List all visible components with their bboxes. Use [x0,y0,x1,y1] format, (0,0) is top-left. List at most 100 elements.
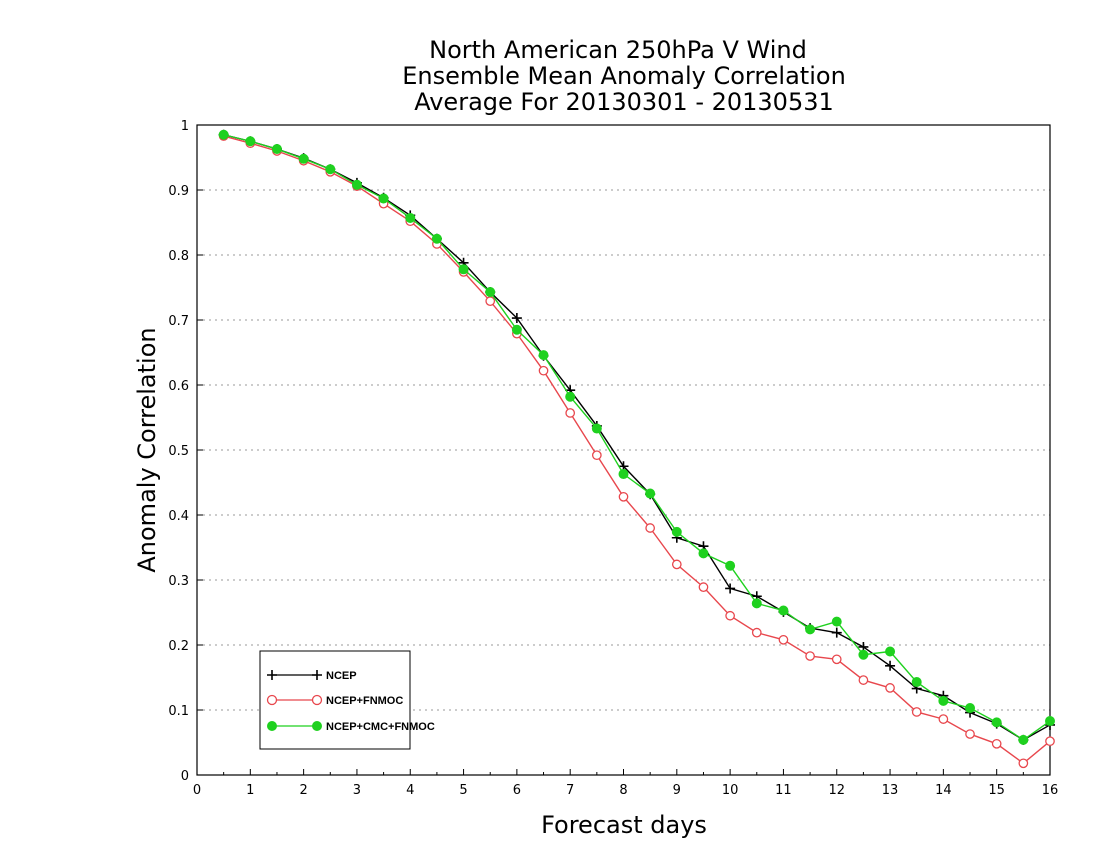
x-tick-label-4: 4 [406,783,414,798]
point-ncep-cmc-fnmoc-29 [991,717,1002,728]
point-ncep-cmc-fnmoc-1 [245,136,256,147]
legend-item-ncep: NCEP [267,670,357,682]
point-ncep-fnmoc-18 [698,582,709,593]
y-tick-label-0: 0 [181,769,189,784]
x-tick-label-16: 16 [1042,783,1059,798]
legend-marker-ncep-left [267,670,277,680]
point-ncep-19 [725,583,736,594]
x-tick-label-5: 5 [459,783,467,798]
point-ncep-cmc-fnmoc-7 [405,212,416,223]
legend-marker-ncep-fnmoc-right [311,694,323,706]
x-tick-label-1: 1 [246,783,254,798]
x-tick-label-6: 6 [513,783,521,798]
y-tick-label-1: 0.1 [168,704,189,719]
point-ncep-cmc-fnmoc-11 [511,324,522,335]
point-ncep-cmc-fnmoc-2 [271,144,282,155]
point-ncep-fnmoc-26 [911,707,922,717]
series-line-ncep [223,134,1051,741]
series-ncep-cmc-fnmoc [218,129,1055,745]
y-axis-label: Anomaly Correlation [133,327,161,572]
point-ncep-fnmoc-20 [751,627,762,638]
x-tick-label-9: 9 [673,783,681,798]
y-tick-label-8: 0.8 [168,249,189,264]
point-ncep-cmc-fnmoc-25 [885,646,896,657]
point-ncep-cmc-fnmoc-8 [431,233,442,244]
legend-marker-ncep-fnmoc-left [266,694,278,706]
point-ncep-cmc-fnmoc-6 [378,193,389,204]
point-ncep-cmc-fnmoc-3 [298,153,309,164]
point-ncep-fnmoc-19 [725,610,735,621]
point-ncep-fnmoc-25 [885,683,895,693]
x-tick-label-15: 15 [988,783,1005,798]
point-ncep-fnmoc-28 [965,729,975,739]
point-ncep-fnmoc-23 [831,654,842,665]
series-line-ncep-cmc-fnmoc [223,134,1051,741]
legend-label-ncep-fnmoc: NCEP+FNMOC [326,695,403,707]
point-ncep-cmc-fnmoc-0 [218,129,229,140]
y-tick-label-10: 1 [181,119,189,134]
legend-label-ncep-cmc-fnmoc: NCEP+CMC+FNMOC [326,721,435,733]
y-tick-label-3: 0.3 [168,574,189,589]
point-ncep-fnmoc-27 [938,714,949,724]
point-ncep-cmc-fnmoc-20 [751,598,762,609]
series-line-ncep-fnmoc [223,135,1051,765]
point-ncep-fnmoc-24 [858,675,869,685]
x-tick-label-12: 12 [828,783,845,798]
x-tick-label-0: 0 [193,783,201,798]
point-ncep-11 [511,313,522,324]
point-ncep-cmc-fnmoc-17 [671,526,682,537]
y-axis: 0 0.1 0.2 0.3 0.4 0.5 0.6 0.7 0.8 0.9 1 [168,119,203,784]
x-axis: 0 1 2 3 4 5 6 7 8 9 10 11 12 13 14 15 16 [193,769,1058,798]
x-tick-label-7: 7 [566,783,574,798]
point-ncep-cmc-fnmoc-19 [725,560,736,571]
point-ncep-cmc-fnmoc-4 [325,164,336,175]
point-ncep-fnmoc-15 [618,491,629,502]
point-ncep-cmc-fnmoc-23 [831,616,842,627]
point-ncep-cmc-fnmoc-30 [1018,734,1029,745]
point-ncep-cmc-fnmoc-10 [485,287,496,298]
point-ncep-fnmoc-17 [671,559,682,570]
legend-marker-ncep-right [312,670,322,680]
point-ncep-fnmoc-13 [565,408,576,418]
point-ncep-cmc-fnmoc-28 [965,703,976,714]
legend: NCEP NCEP+FNMOC NCEP+CMC+FNMOC [259,650,435,750]
point-ncep-cmc-fnmoc-24 [858,649,869,660]
x-tick-label-3: 3 [353,783,361,798]
point-ncep-cmc-fnmoc-18 [698,548,709,559]
gridlines [197,189,1050,711]
x-tick-label-14: 14 [935,783,952,798]
x-axis-label: Forecast days [541,811,707,839]
point-ncep-cmc-fnmoc-22 [805,624,816,635]
point-ncep-23 [831,627,842,638]
y-tick-label-7: 0.7 [168,314,189,329]
legend-item-ncep-cmc-fnmoc: NCEP+CMC+FNMOC [267,721,435,733]
title-line-1: North American 250hPa V Wind [429,36,807,64]
point-ncep-cmc-fnmoc-31 [1045,716,1055,727]
point-ncep-cmc-fnmoc-16 [645,488,656,499]
point-ncep-cmc-fnmoc-27 [938,695,949,706]
point-ncep-cmc-fnmoc-12 [538,350,549,361]
point-ncep-fnmoc-29 [991,738,1002,749]
y-tick-label-6: 0.6 [168,379,189,394]
point-ncep-fnmoc-31 [1045,736,1055,747]
point-ncep-fnmoc-10 [485,296,496,306]
point-ncep-cmc-fnmoc-9 [458,264,469,275]
point-ncep-fnmoc-30 [1018,758,1029,769]
y-tick-label-2: 0.2 [168,639,189,654]
point-ncep-25 [885,660,896,671]
point-ncep-fnmoc-22 [805,651,815,661]
y-tick-label-9: 0.9 [168,184,189,199]
x-tick-label-13: 13 [882,783,899,798]
point-ncep-cmc-fnmoc-13 [565,391,576,402]
title-line-2: Ensemble Mean Anomaly Correlation [402,62,846,90]
x-tick-label-11: 11 [775,783,792,798]
y-tick-label-4: 0.4 [168,509,189,524]
point-ncep-fnmoc-16 [645,523,656,533]
point-ncep-fnmoc-14 [591,450,602,461]
legend-marker-ncep-cmc-fnmoc-right [312,721,322,731]
legend-label-ncep: NCEP [326,670,357,682]
legend-marker-ncep-cmc-fnmoc-left [267,721,277,731]
point-ncep-cmc-fnmoc-14 [591,423,602,434]
point-ncep-fnmoc-12 [538,365,549,376]
